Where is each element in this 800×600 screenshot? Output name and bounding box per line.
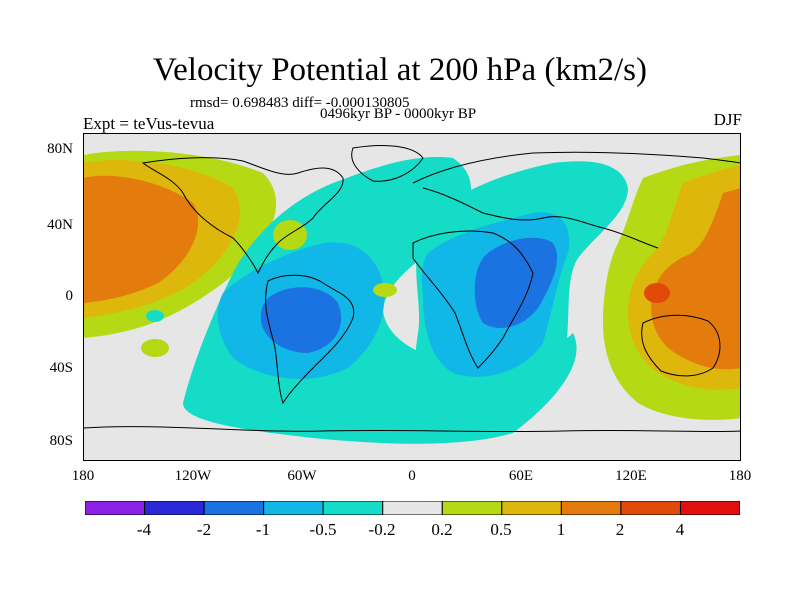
map-title: Velocity Potential at 200 hPa (km2/s)	[152, 52, 648, 88]
lat-tick-80s: 80S	[49, 433, 73, 449]
colorbar-cell	[679, 501, 740, 515]
colorbar-cell	[203, 501, 265, 515]
colorbar-label-3: -1	[255, 520, 271, 539]
colorbar-cells	[85, 501, 740, 515]
period-text: 0496kyr BP - 0000kyr BP	[320, 106, 477, 122]
maritime-positive-peak	[644, 283, 670, 303]
lon-tick-120w: 120W	[174, 468, 212, 484]
africa-coast	[412, 230, 534, 369]
south-america-coast	[265, 274, 355, 405]
colorbar-label-4: -0.5	[309, 520, 337, 539]
lon-tick-0: 0	[408, 468, 416, 484]
lat-tick-40s: 40S	[49, 360, 73, 376]
atlantic-positive-small	[373, 283, 397, 297]
central-america-positive	[273, 220, 307, 250]
colorbar	[85, 501, 740, 515]
colorbar-label-8: 1	[556, 520, 566, 539]
colorbar-label-10: 4	[675, 520, 685, 539]
colorbar-cell	[441, 501, 503, 515]
stats-text: rmsd= 0.698483 diff= -0.000130805	[190, 95, 410, 111]
colorbar-cell	[501, 501, 562, 515]
lon-tick-120e: 120E	[615, 468, 647, 484]
lat-tick-0: 0	[65, 288, 74, 304]
colorbar-label-6: 0.2	[431, 520, 453, 539]
north-america-coast	[141, 157, 344, 275]
colorbar-label-5: -0.2	[368, 520, 396, 539]
colorbar-cell	[322, 501, 384, 515]
colorbar-label-1: -4	[136, 520, 152, 539]
colorbar-label-7: 0.5	[490, 520, 512, 539]
lon-tick-60e: 60E	[508, 468, 534, 484]
colorbar-cell	[85, 501, 146, 515]
colorbar-cell	[560, 501, 622, 515]
eurasia-coast	[412, 151, 741, 249]
lat-tick-40n: 40N	[47, 217, 73, 233]
coastlines	[83, 144, 741, 433]
americas-negative-core	[260, 287, 342, 353]
pacific-positive-core	[83, 175, 199, 303]
colorbar-cell	[144, 501, 205, 515]
experiment-label: Expt = teVus-tevua	[83, 114, 215, 133]
australia-coast	[641, 314, 721, 377]
lon-tick-180e: 180	[728, 468, 752, 484]
map-plot	[83, 133, 741, 461]
pacific-small-negative	[146, 310, 164, 322]
colorbar-label-2: -2	[196, 520, 212, 539]
pacific-small-positive	[141, 339, 169, 357]
antarctica-coast	[83, 426, 741, 433]
greenland-coast	[351, 144, 424, 182]
lon-tick-60w: 60W	[287, 468, 317, 484]
africa-negative-core	[474, 237, 558, 328]
season-label: DJF	[713, 110, 742, 129]
colorbar-cell	[382, 501, 443, 515]
colorbar-cell	[620, 501, 681, 515]
lat-tick-80n: 80N	[47, 141, 73, 157]
map-frame	[83, 133, 741, 461]
colorbar-label-9: 2	[615, 520, 625, 539]
lon-tick-180w: 180	[71, 468, 95, 484]
maritime-positive-core	[651, 188, 741, 370]
colorbar-cell	[263, 501, 324, 515]
